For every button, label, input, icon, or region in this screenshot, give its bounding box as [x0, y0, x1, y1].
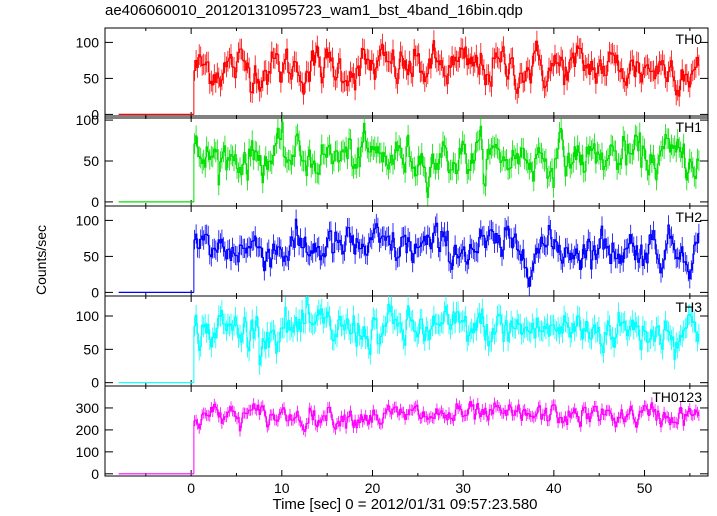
series-line [193, 40, 700, 97]
series-error-bars [194, 30, 700, 107]
panel-frame [104, 27, 709, 119]
y-tick-label: 0 [91, 466, 99, 482]
panel-label: TH0 [676, 31, 703, 47]
series-line [193, 297, 700, 366]
y-tick-label: 50 [83, 341, 99, 357]
x-tick-label: 40 [546, 480, 562, 496]
series-error-bars [194, 116, 700, 206]
x-tick-label: 50 [637, 480, 653, 496]
y-tick-label: 100 [76, 444, 100, 460]
series-error-bars [194, 209, 700, 296]
series-error-bars [194, 396, 700, 437]
y-tick-label: 0 [91, 375, 99, 391]
x-tick-label: 20 [365, 480, 381, 496]
series-line [193, 401, 700, 432]
panel-frame [104, 295, 709, 387]
x-tick-label: 10 [274, 480, 290, 496]
y-tick-label: 50 [83, 248, 99, 264]
x-tick-label: 0 [187, 480, 195, 496]
y-tick-label: 200 [76, 422, 100, 438]
y-tick-label: 0 [91, 106, 99, 122]
series-line [193, 218, 700, 287]
y-tick-label: 0 [91, 284, 99, 300]
y-tick-label: 50 [83, 153, 99, 169]
y-tick-label: 300 [76, 400, 100, 416]
panel-frame [104, 115, 709, 207]
y-tick-label: 0 [91, 194, 99, 210]
y-tick-label: 100 [76, 308, 100, 324]
series-error-bars [194, 296, 700, 375]
x-tick-label: 30 [455, 480, 471, 496]
y-tick-label: 100 [76, 112, 100, 128]
panel-label: TH1 [676, 119, 703, 135]
panel-label: TH3 [676, 299, 703, 315]
chart-title: ae406060010_20120131095723_wam1_bst_4ban… [105, 2, 523, 19]
panel-frame [104, 385, 709, 477]
y-tick-label: 100 [76, 212, 100, 228]
panel-label: TH0123 [652, 389, 702, 405]
y-tick-label: 50 [83, 70, 99, 86]
series-line [193, 121, 700, 198]
y-tick-label: 100 [76, 34, 100, 50]
x-axis-label: Time [sec] 0 = 2012/01/31 09:57:23.580 [272, 496, 538, 513]
panel-label: TH2 [676, 209, 703, 225]
